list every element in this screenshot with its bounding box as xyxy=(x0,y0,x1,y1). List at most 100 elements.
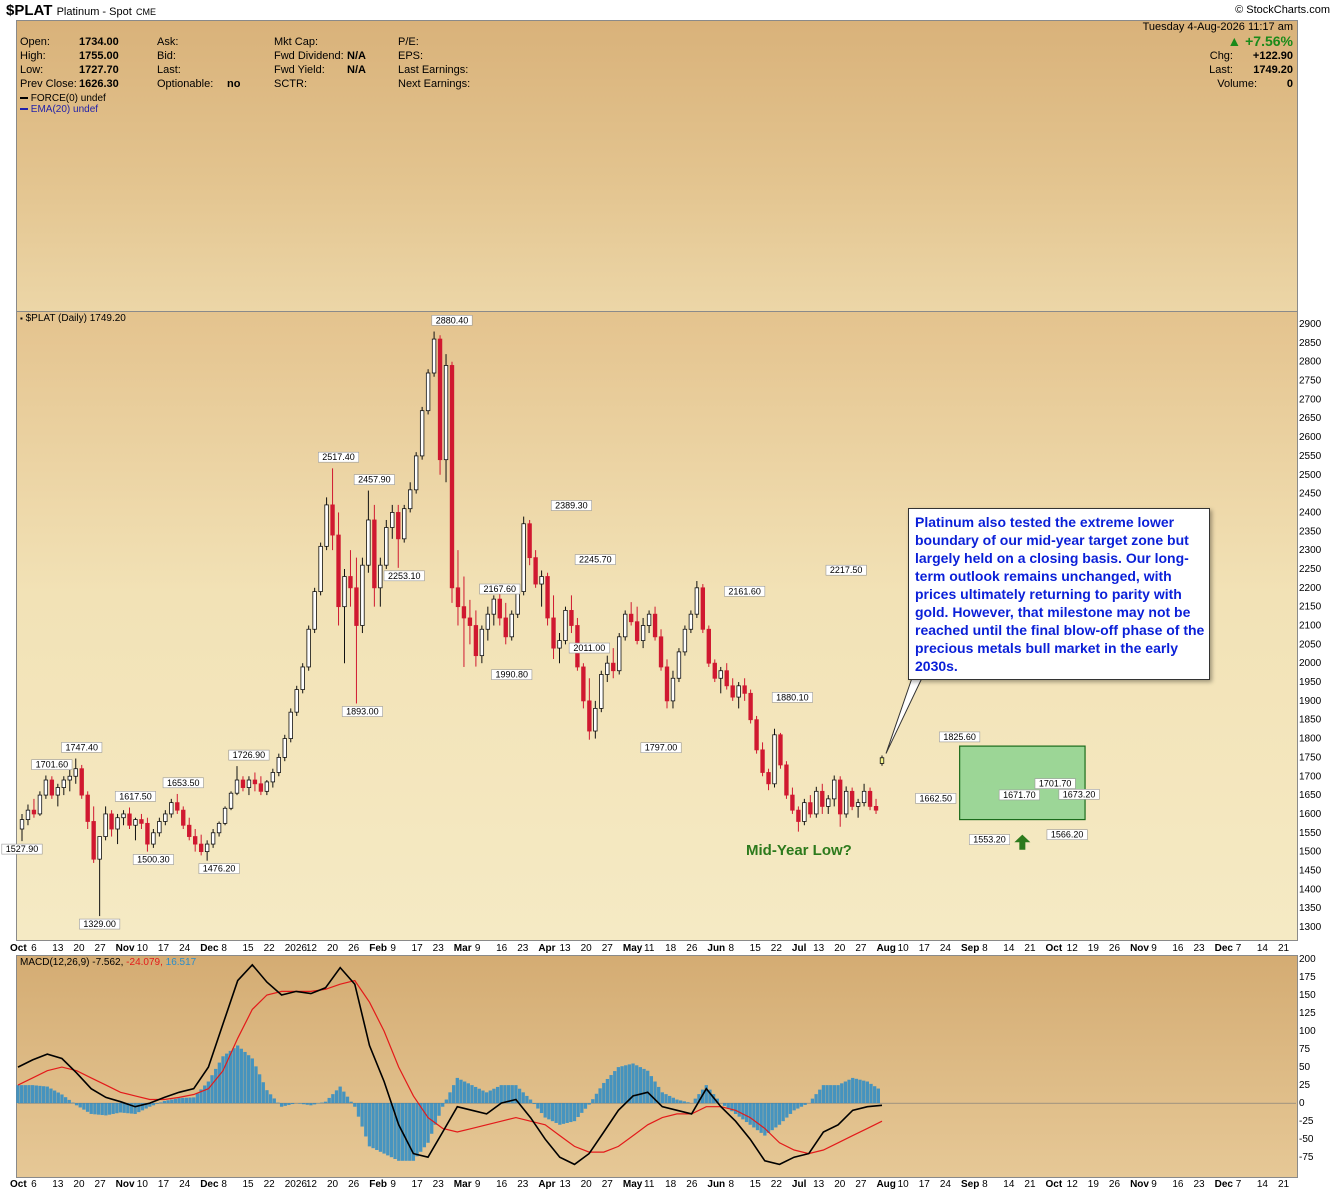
macd-y-tick: 125 xyxy=(1299,1008,1316,1019)
price-label: 1701.70 xyxy=(1039,779,1072,789)
price-x-tick: 23 xyxy=(1193,943,1205,954)
macd-histogram-bar xyxy=(657,1086,661,1104)
macd-histogram-bar xyxy=(722,1103,727,1106)
macd-histogram-bar xyxy=(602,1082,606,1104)
candle-body xyxy=(97,836,102,860)
force-legend-text: FORCE(0) undef xyxy=(30,93,106,104)
price-y-tick: 2400 xyxy=(1299,507,1322,518)
price-x-tick: 21 xyxy=(1024,943,1036,954)
candle-body xyxy=(449,365,455,589)
candle-body xyxy=(37,794,43,815)
candle-body xyxy=(479,628,485,657)
macd-histogram-bar xyxy=(408,1103,412,1161)
brand[interactable]: © StockCharts.com xyxy=(1235,4,1330,16)
macd-histogram-bar xyxy=(279,1103,284,1107)
candle-body xyxy=(366,519,371,566)
bid-label: Bid: xyxy=(157,50,176,62)
macd-histogram-bar xyxy=(246,1055,251,1104)
candle-body xyxy=(778,734,783,766)
macd-histogram-bar xyxy=(799,1103,804,1107)
macd-histogram-bar xyxy=(766,1103,771,1133)
price-x-tick: 16 xyxy=(496,943,508,954)
macd-x-tick: 20 xyxy=(327,1179,339,1190)
candle-body xyxy=(593,708,598,732)
macd-histogram-bar xyxy=(225,1053,229,1104)
price-label: 1662.50 xyxy=(919,793,952,803)
macd-x-tick: 10 xyxy=(898,1179,910,1190)
macd-histogram-bar xyxy=(521,1092,525,1104)
last-r-value: 1749.20 xyxy=(1253,64,1293,76)
macd-histogram-bar xyxy=(803,1103,807,1105)
price-x-tick: Aug xyxy=(876,943,895,954)
macd-histogram-bar xyxy=(697,1094,701,1104)
macd-histogram-bar xyxy=(89,1103,93,1114)
price-y-tick: 2300 xyxy=(1299,545,1322,556)
datetime: Tuesday 4-Aug-2026 11:17 am xyxy=(1142,21,1293,33)
price-label: 1990.80 xyxy=(495,670,528,680)
price-label: 1553.20 xyxy=(973,835,1006,845)
price-label-box xyxy=(228,749,270,761)
price-label-box xyxy=(79,918,121,930)
macd-x-tick: 19 xyxy=(1088,1179,1100,1190)
macd-histogram-bar xyxy=(345,1096,350,1104)
price-y-tick: 2550 xyxy=(1299,451,1322,462)
macd-y-tick: 75 xyxy=(1299,1044,1311,1055)
price-y-tick: 2000 xyxy=(1299,658,1322,669)
candle-body xyxy=(360,564,365,626)
macd-histogram-bar xyxy=(858,1079,862,1104)
macd-histogram-bar xyxy=(364,1103,368,1137)
macd-x-tick: 23 xyxy=(1193,1179,1205,1190)
percent-change: ▲ +7.56% xyxy=(1227,33,1293,49)
candle-body xyxy=(270,772,276,783)
macd-histogram-bar xyxy=(290,1103,295,1105)
price-x-tick: 16 xyxy=(1172,943,1184,954)
macd-histogram-bar xyxy=(616,1067,621,1104)
macd-histogram-bar xyxy=(561,1103,566,1124)
macd-histogram-bar xyxy=(430,1103,434,1134)
price-x-tick: 11 xyxy=(644,943,655,954)
price-x-tick: 7 xyxy=(1236,943,1242,954)
price-label-box xyxy=(1058,789,1100,800)
price-label-box xyxy=(771,692,813,703)
candle-body xyxy=(658,636,664,668)
macd-histogram-bar xyxy=(499,1085,503,1104)
macd-histogram-bar xyxy=(378,1103,383,1152)
price-x-tick: 2026 xyxy=(285,943,308,954)
price-label-box xyxy=(479,583,521,595)
candle-body xyxy=(240,779,246,788)
macd-histogram-bar xyxy=(71,1102,75,1104)
price-y-tick: 2650 xyxy=(1299,413,1322,424)
price-label: 2253.10 xyxy=(388,571,421,581)
macd-histogram-bar xyxy=(60,1094,64,1104)
candle-body xyxy=(461,606,467,619)
macd-y-tick: 100 xyxy=(1299,1026,1316,1037)
candle-body xyxy=(664,666,670,702)
price-x-tick: Jun xyxy=(707,943,725,954)
candle-body xyxy=(694,587,700,615)
macd-histogram-bar xyxy=(814,1094,818,1104)
price-y-tick: 1500 xyxy=(1299,847,1322,858)
macd-histogram-bar xyxy=(770,1103,774,1131)
macd-histogram-bar xyxy=(675,1099,679,1104)
candle-body xyxy=(354,587,359,626)
price-label: 1880.10 xyxy=(776,692,809,702)
price-label: 1825.60 xyxy=(943,732,976,742)
macd-x-tick: 27 xyxy=(95,1179,107,1190)
candle-body xyxy=(282,738,287,758)
macd-histogram-bar xyxy=(620,1066,624,1104)
macd-histogram-bar xyxy=(752,1103,756,1128)
macd-histogram-bar xyxy=(203,1085,207,1104)
price-label: 2161.60 xyxy=(728,586,761,596)
macd-x-tick: Sep xyxy=(961,1179,979,1190)
price-label-box xyxy=(491,669,533,680)
candle-body xyxy=(402,508,407,540)
candle-body xyxy=(623,613,628,638)
macd-histogram-bar xyxy=(166,1100,170,1104)
price-y-tick: 2350 xyxy=(1299,526,1322,537)
macd-histogram-bar xyxy=(144,1103,148,1109)
macd-histogram-bar xyxy=(609,1075,613,1104)
price-label: 1701.60 xyxy=(36,760,69,770)
macd-histogram-bar xyxy=(550,1103,555,1122)
candle-body xyxy=(796,809,801,822)
macd-value: -7.562, xyxy=(92,957,124,968)
